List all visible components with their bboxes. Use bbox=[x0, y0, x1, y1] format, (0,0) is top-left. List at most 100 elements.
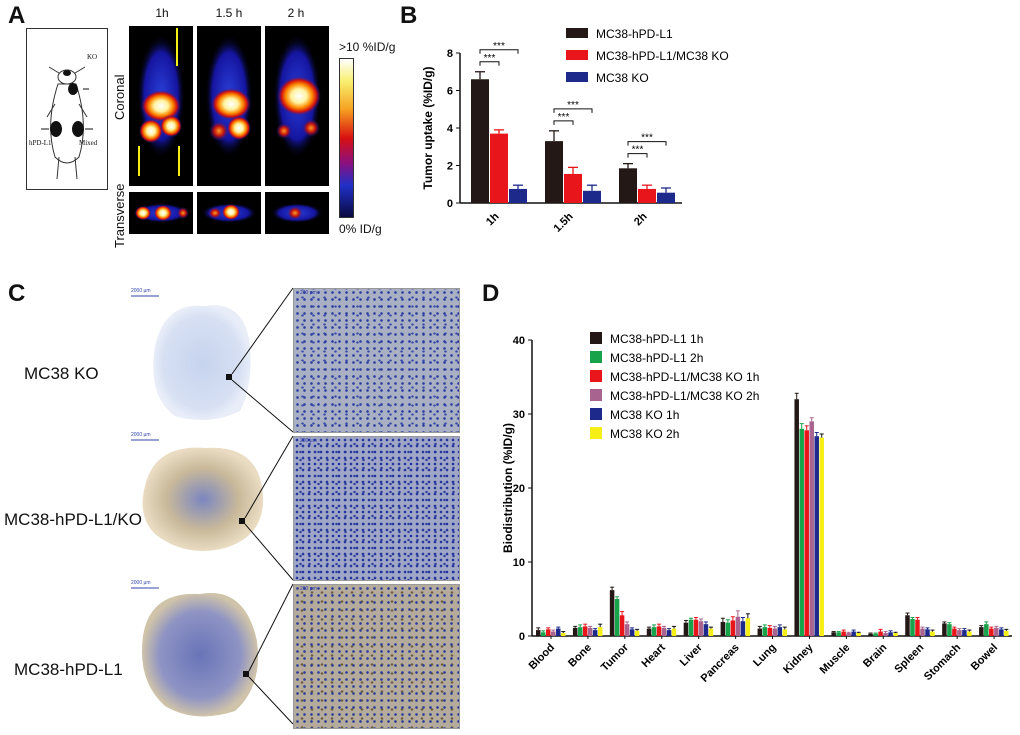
legend-label: MC38 KO 2h bbox=[610, 427, 679, 441]
transverse-label: Transverse bbox=[112, 183, 127, 248]
bar-Bone-1 bbox=[577, 627, 583, 636]
bar-Lung-2 bbox=[767, 627, 773, 636]
bar-Heart-2 bbox=[656, 626, 662, 636]
bar-Tumor-2 bbox=[619, 615, 625, 636]
y-axis-title: Tumor uptake (%ID/g) bbox=[421, 66, 435, 189]
x-tick-label: Liver bbox=[678, 641, 706, 669]
bar-Stomach-3 bbox=[957, 630, 962, 636]
legend-swatch bbox=[566, 28, 588, 38]
legend-label: MC38-hPD-L1 2h bbox=[610, 351, 703, 365]
bar-Brain-3 bbox=[883, 633, 888, 636]
bar-Kidney-1 bbox=[799, 428, 804, 636]
bar-Liver-5 bbox=[708, 628, 714, 636]
legend-swatch bbox=[590, 427, 602, 439]
bar-2h-2 bbox=[657, 192, 675, 203]
bar-2h-1 bbox=[638, 188, 656, 203]
bar-Stomach-5 bbox=[967, 631, 972, 636]
bar-Bowel-1 bbox=[984, 624, 989, 636]
x-tick-label: Kidney bbox=[781, 641, 816, 676]
sig-bracket bbox=[479, 61, 500, 66]
bar-Pancreas-3 bbox=[735, 616, 741, 636]
y-axis-title: Biodistribution (%ID/g) bbox=[501, 423, 515, 553]
mouse-outline-icon bbox=[41, 66, 93, 180]
bar-Muscle-1 bbox=[836, 632, 841, 636]
y-tick-label: 0 bbox=[447, 198, 453, 210]
bar-Liver-1 bbox=[688, 619, 694, 636]
bar-Muscle-2 bbox=[841, 631, 846, 636]
legend-swatch bbox=[590, 389, 602, 401]
bar-1h-2 bbox=[509, 188, 527, 203]
scale-min-label: 0% ID/g bbox=[339, 222, 382, 236]
pet-coronal-1h bbox=[137, 28, 185, 176]
bar-Lung-3 bbox=[772, 628, 778, 636]
scale-max-label: >10 %ID/g bbox=[339, 40, 396, 54]
bar-Kidney-2 bbox=[804, 430, 809, 636]
coronal-label: Coronal bbox=[112, 74, 127, 120]
y-tick-label: 30 bbox=[513, 409, 525, 421]
bar-1.5h-1 bbox=[564, 173, 582, 203]
scalebar-small-1: 200 μm bbox=[300, 290, 317, 296]
sig-label: *** bbox=[641, 133, 653, 144]
ihc-zoom-mc38-hpdl1 bbox=[293, 584, 460, 729]
bar-Kidney-0 bbox=[794, 399, 799, 636]
bar-Heart-5 bbox=[671, 628, 677, 636]
bar-Blood-0 bbox=[536, 630, 541, 636]
bar-Liver-4 bbox=[703, 624, 709, 636]
bar-Heart-3 bbox=[661, 627, 667, 636]
bar-Kidney-4 bbox=[814, 436, 819, 636]
bar-Liver-0 bbox=[683, 622, 689, 636]
pet-transverse-images bbox=[129, 192, 329, 234]
legend-label: MC38 KO 1h bbox=[610, 408, 679, 422]
x-tick-label: Lung bbox=[751, 642, 778, 669]
scalebar-small-3: 200 μm bbox=[300, 586, 317, 592]
y-tick-label: 6 bbox=[447, 86, 453, 98]
bar-Bowel-3 bbox=[994, 627, 999, 636]
bar-Brain-0 bbox=[868, 633, 873, 636]
bar-Brain-2 bbox=[878, 631, 883, 636]
bar-Blood-2 bbox=[546, 629, 551, 636]
bar-Bowel-5 bbox=[1004, 630, 1009, 636]
x-tick-label: Bone bbox=[566, 642, 594, 670]
ihc-label-mc38-hpdl1: MC38-hPD-L1 bbox=[14, 660, 123, 679]
bar-Spleen-1 bbox=[910, 618, 915, 636]
bar-Muscle-3 bbox=[846, 633, 851, 636]
bar-Bowel-2 bbox=[989, 628, 994, 636]
bar-Tumor-4 bbox=[629, 629, 635, 636]
panel-c-letter: C bbox=[8, 280, 26, 307]
ihc-whole-slides bbox=[131, 287, 294, 725]
sig-label: *** bbox=[484, 53, 496, 64]
sig-label: *** bbox=[493, 41, 505, 52]
bar-Tumor-0 bbox=[609, 590, 615, 636]
bar-Brain-5 bbox=[893, 633, 898, 636]
ihc-zoom-mc38-ko bbox=[293, 288, 460, 433]
sig-label: *** bbox=[558, 112, 570, 123]
sig-bracket bbox=[553, 120, 574, 125]
mouse-schematic: KO hPD-L1 Mixed bbox=[26, 28, 108, 190]
bar-Stomach-0 bbox=[942, 623, 947, 636]
pet-coronal-1-5h bbox=[205, 34, 253, 158]
pet-coronal-2h bbox=[273, 34, 321, 158]
y-tick-label: 2 bbox=[447, 161, 453, 173]
bar-Spleen-3 bbox=[920, 628, 925, 636]
bar-Bowel-4 bbox=[999, 629, 1004, 636]
scalebar-large-2: 2000 μm bbox=[131, 432, 151, 438]
bar-Brain-4 bbox=[888, 632, 893, 636]
scalebar-small-2: 200 μm bbox=[300, 438, 317, 444]
x-tick-label: 2h bbox=[632, 210, 650, 228]
legend-swatch bbox=[590, 351, 602, 363]
x-tick-label: Tumor bbox=[599, 641, 632, 674]
bar-Pancreas-1 bbox=[725, 622, 731, 636]
bar-Lung-0 bbox=[757, 628, 763, 636]
bar-Bone-0 bbox=[572, 627, 578, 636]
mouse-label-hpdl1: hPD-L1 bbox=[29, 139, 52, 147]
sig-bracket bbox=[627, 153, 648, 158]
legend-label: MC38-hPD-L1/MC38 KO 1h bbox=[610, 370, 759, 384]
time-label-1h: 1h bbox=[155, 6, 169, 20]
bar-Lung-5 bbox=[782, 629, 788, 636]
bar-Lung-1 bbox=[762, 627, 768, 636]
panel-b-letter: B bbox=[400, 2, 418, 29]
ihc-zoom-mc38-hpdl1-ko bbox=[293, 436, 460, 581]
bar-Spleen-2 bbox=[915, 619, 920, 636]
y-tick-label: 4 bbox=[447, 123, 454, 135]
